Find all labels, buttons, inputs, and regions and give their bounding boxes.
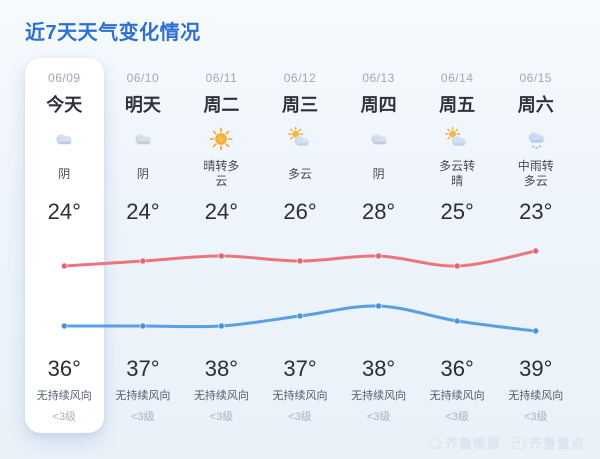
watermark: 齐鲁晚报 齐鲁壹点 xyxy=(428,433,585,452)
page-title: 近7天天气变化情况 xyxy=(25,22,201,44)
temp-bottom: 36° xyxy=(47,356,81,381)
forecast-date: 06/12 xyxy=(283,71,317,85)
wind-direction: 无持续风向 xyxy=(351,390,407,402)
qilu-evening-news-logo-icon xyxy=(428,436,441,449)
qilu-yidian-logo-icon xyxy=(512,436,525,449)
wind-direction: 无持续风向 xyxy=(272,390,328,402)
temp-top: 24° xyxy=(204,199,239,224)
forecast-day-label: 今天 xyxy=(46,95,83,115)
forecast-day-column-06-09[interactable]: 06/09 今天 阴 24° 36° 无持续风向 <3级 xyxy=(25,58,104,433)
wind-level: <3级 xyxy=(209,411,234,423)
cloud-icon xyxy=(339,122,418,156)
wind-direction: 无持续风向 xyxy=(115,390,171,402)
forecast-day-column-06-12[interactable]: 06/12 周三 多云 26° 37° 无持续风向 <3级 xyxy=(261,58,340,433)
chart-spacer xyxy=(104,232,183,352)
temp-bottom: 37° xyxy=(126,356,160,381)
temp-top: 24° xyxy=(47,199,81,224)
sun-cloud-icon xyxy=(418,122,497,156)
forecast-date: 06/13 xyxy=(362,71,395,85)
watermark-source-2-label: 齐鲁壹点 xyxy=(528,436,585,451)
forecast-date: 06/15 xyxy=(519,71,553,85)
forecast-day-column-06-14[interactable]: 06/14 周五 多云转晴 25° 36° 无持续风向 <3级 xyxy=(418,58,497,433)
weather-condition: 阴 xyxy=(58,166,71,181)
rain-cloud-icon xyxy=(496,122,575,156)
sun-icon xyxy=(182,122,261,156)
watermark-source-2: 齐鲁壹点 xyxy=(512,433,585,452)
forecast-day-label: 周三 xyxy=(282,95,319,115)
temp-top: 24° xyxy=(126,199,160,224)
watermark-source-1-label: 齐鲁晚报 xyxy=(444,436,501,451)
wind-level: <3级 xyxy=(445,411,469,423)
temp-bottom: 37° xyxy=(283,356,317,381)
wind-direction: 无持续风向 xyxy=(36,390,92,402)
chart-spacer xyxy=(182,232,261,352)
chart-spacer xyxy=(496,232,575,352)
forecast-date: 06/11 xyxy=(205,71,238,85)
forecast-day-label: 周六 xyxy=(517,95,554,115)
temp-bottom: 38° xyxy=(361,356,396,381)
wind-level: <3级 xyxy=(52,411,77,423)
forecast-day-label: 周四 xyxy=(360,95,397,115)
forecast-day-column-06-13[interactable]: 06/13 周四 阴 28° 38° 无持续风向 <3级 xyxy=(339,58,418,433)
chart-spacer xyxy=(25,232,104,352)
forecast-day-label: 周五 xyxy=(439,95,476,115)
wind-level: <3级 xyxy=(523,411,548,423)
cloud-icon xyxy=(104,122,183,156)
forecast-day-label: 周二 xyxy=(203,95,240,115)
weather-condition: 多云转晴 xyxy=(439,159,476,188)
forecast-day-label: 明天 xyxy=(124,95,161,115)
chart-spacer xyxy=(339,232,418,352)
wind-level: <3级 xyxy=(131,411,155,423)
forecast-date: 06/09 xyxy=(48,71,81,85)
wind-direction: 无持续风向 xyxy=(508,390,564,402)
forecast-grid: 06/09 今天 阴 24° 36° 无持续风向 <3级 06/10 明天 阴 … xyxy=(25,58,575,433)
chart-spacer xyxy=(261,232,340,352)
chart-spacer xyxy=(418,232,497,352)
temp-bottom: 38° xyxy=(204,356,239,381)
forecast-day-column-06-11[interactable]: 06/11 周二 晴转多云 24° 38° 无持续风向 <3级 xyxy=(182,58,261,433)
temp-bottom: 39° xyxy=(519,356,553,381)
wind-direction: 无持续风向 xyxy=(429,390,485,402)
temp-top: 26° xyxy=(283,199,317,224)
watermark-source-1: 齐鲁晚报 xyxy=(428,433,501,452)
weather-condition: 阴 xyxy=(372,166,385,181)
weather-condition: 多云 xyxy=(288,166,313,181)
sun-cloud-icon xyxy=(261,122,340,156)
wind-level: <3级 xyxy=(288,411,312,423)
cloud-icon xyxy=(25,122,104,156)
weather-condition: 晴转多云 xyxy=(203,159,240,188)
wind-level: <3级 xyxy=(366,411,391,423)
forecast-day-column-06-15[interactable]: 06/15 周六 中雨转多云 23° 39° 无持续风向 <3级 xyxy=(496,58,575,433)
temp-bottom: 36° xyxy=(440,356,474,381)
weather-condition: 中雨转多云 xyxy=(517,159,554,188)
temp-top: 28° xyxy=(361,199,396,224)
forecast-date: 06/10 xyxy=(126,71,160,85)
wind-direction: 无持续风向 xyxy=(193,390,249,402)
forecast-date: 06/14 xyxy=(440,71,474,85)
temp-top: 25° xyxy=(440,199,474,224)
forecast-day-column-06-10[interactable]: 06/10 明天 阴 24° 37° 无持续风向 <3级 xyxy=(104,58,183,433)
temp-top: 23° xyxy=(519,199,553,224)
weather-condition: 阴 xyxy=(136,166,149,181)
